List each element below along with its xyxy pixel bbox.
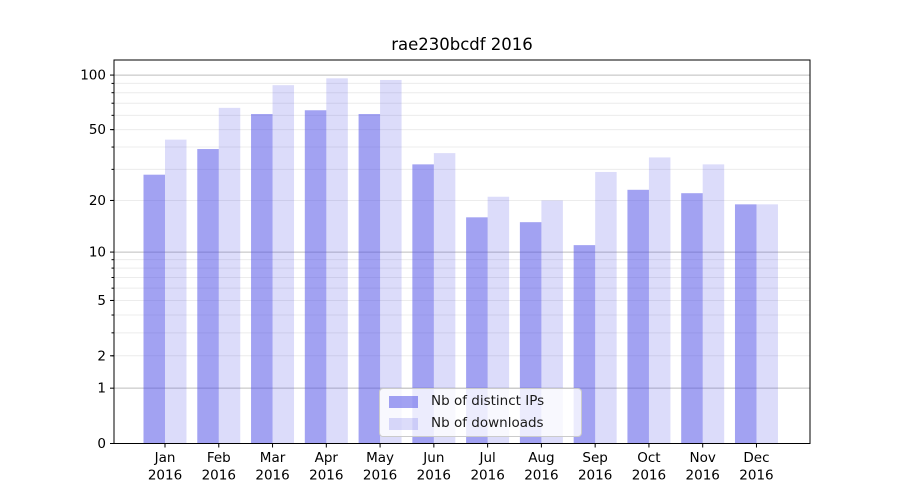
x-tick-label-oct: Oct 2016 — [632, 450, 666, 484]
bar-dec-ips — [734, 204, 757, 444]
x-tick-label-aug: Aug 2016 — [524, 450, 558, 484]
bar-oct-ips — [627, 189, 649, 444]
bar-feb-downloads — [218, 107, 241, 444]
bar-dec-downloads — [756, 204, 778, 444]
y-tick-label: 0 — [97, 436, 106, 452]
chart-title: rae230bcdf 2016 — [391, 35, 533, 54]
y-tick-label: 2 — [97, 348, 106, 364]
legend-item-distinct-ips: Nb of distinct IPs — [389, 393, 573, 410]
series-downloads — [165, 78, 778, 444]
x-axis: Jan 2016 Feb 2016 Mar 2016 Apr 2016 May 2016 Jun 20… — [148, 443, 774, 484]
bar-nov-downloads — [702, 164, 725, 444]
legend: Nb of distinct IPs Nb of downloads — [379, 388, 582, 437]
y-tick-label: 1 — [97, 381, 106, 397]
bar-apr-ips — [304, 110, 327, 444]
bar-may-downloads — [380, 79, 402, 444]
bar-apr-downloads — [326, 78, 348, 444]
bar-jun-ips — [412, 164, 434, 444]
legend-label-distinct-ips: Nb of distinct IPs — [431, 393, 545, 409]
x-tick-label-jun: Jun 2016 — [417, 450, 451, 484]
legend-swatch-downloads — [389, 417, 418, 430]
y-tick-label: 5 — [97, 293, 106, 309]
y-tick-label: 50 — [89, 122, 106, 138]
x-tick-label-feb: Feb 2016 — [202, 450, 236, 484]
bar-aug-downloads — [541, 200, 563, 444]
bar-jul-ips — [466, 217, 488, 444]
legend-item-downloads: Nb of downloads — [389, 415, 573, 432]
y-tick-label: 100 — [80, 68, 106, 84]
bar-nov-ips — [681, 193, 703, 444]
x-tick-label-jul: Jul 2016 — [470, 450, 504, 484]
bar-jan-ips — [143, 174, 165, 444]
y-axis: 0 1 2 5 10 20 50 100 — [80, 68, 114, 452]
x-tick-label-sep: Sep 2016 — [578, 450, 612, 484]
x-tick-label-mar: Mar 2016 — [255, 450, 289, 484]
legend-swatch-distinct-ips — [389, 395, 418, 408]
bar-mar-ips — [251, 114, 273, 444]
bar-jul-downloads — [487, 196, 510, 444]
x-tick-label-apr: Apr 2016 — [309, 450, 343, 484]
x-tick-label-dec: Dec 2016 — [739, 450, 773, 484]
y-tick-label: 20 — [89, 193, 106, 209]
bar-may-ips — [358, 114, 381, 444]
legend-label-downloads: Nb of downloads — [431, 415, 544, 431]
y-tick-label: 10 — [89, 245, 106, 261]
bar-sep-downloads — [595, 171, 617, 444]
bar-mar-downloads — [272, 85, 295, 444]
x-tick-label-jan: Jan 2016 — [148, 450, 182, 484]
bar-oct-downloads — [648, 157, 671, 444]
bar-jan-downloads — [165, 139, 187, 444]
x-tick-label-may: May 2016 — [363, 450, 397, 484]
series-ips — [143, 110, 757, 444]
x-tick-label-nov: Nov 2016 — [686, 450, 720, 484]
bar-jun-downloads — [433, 153, 456, 444]
bar-feb-ips — [197, 149, 219, 444]
